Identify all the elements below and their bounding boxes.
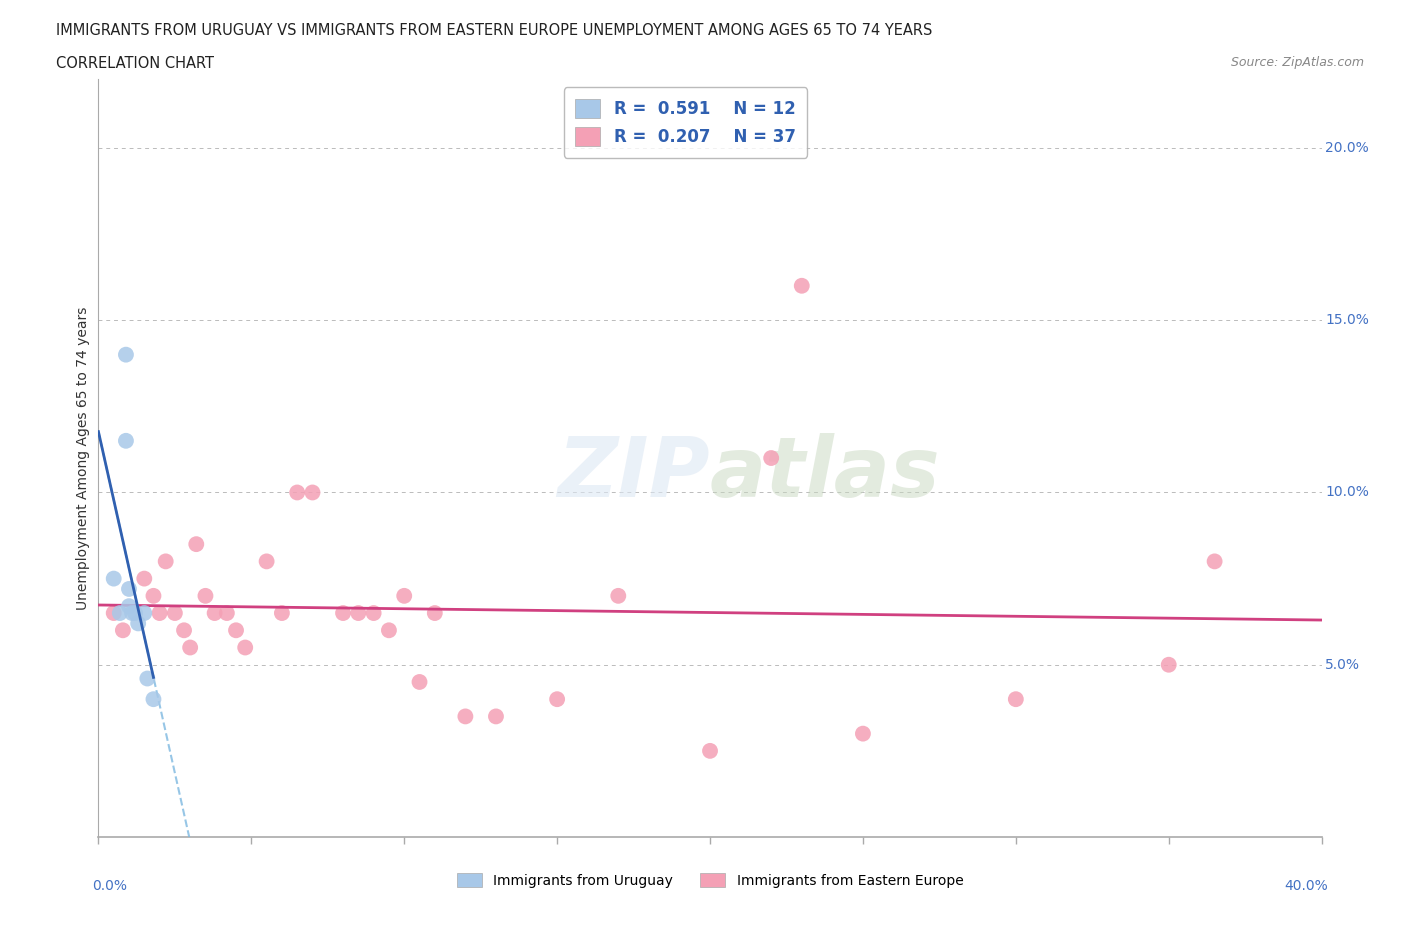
Legend: Immigrants from Uruguay, Immigrants from Eastern Europe: Immigrants from Uruguay, Immigrants from… <box>450 866 970 895</box>
Point <box>347 605 370 620</box>
Text: CORRELATION CHART: CORRELATION CHART <box>56 56 214 71</box>
Point <box>111 623 134 638</box>
Point <box>392 589 416 604</box>
Point <box>270 605 292 620</box>
Point <box>423 605 446 620</box>
Point <box>1004 692 1026 707</box>
Point <box>759 451 782 466</box>
Text: Source: ZipAtlas.com: Source: ZipAtlas.com <box>1230 56 1364 69</box>
Point <box>546 692 568 707</box>
Text: 10.0%: 10.0% <box>1326 485 1369 499</box>
Point <box>332 605 354 620</box>
Point <box>790 278 813 293</box>
Text: 15.0%: 15.0% <box>1326 313 1369 327</box>
Point <box>607 589 630 604</box>
Point <box>363 605 385 620</box>
Point <box>163 605 186 620</box>
Point <box>194 589 217 604</box>
Point <box>699 743 721 758</box>
Point <box>136 671 159 686</box>
Point <box>1157 658 1180 672</box>
Text: 5.0%: 5.0% <box>1326 658 1361 671</box>
Point <box>256 554 278 569</box>
Point <box>118 581 141 596</box>
Point <box>233 640 256 655</box>
Point <box>1204 554 1226 569</box>
Point <box>142 692 165 707</box>
Point <box>408 674 430 689</box>
Point <box>103 605 125 620</box>
Point <box>118 599 141 614</box>
Text: 40.0%: 40.0% <box>1284 879 1327 893</box>
Point <box>204 605 226 620</box>
Text: atlas: atlas <box>710 432 941 513</box>
Point <box>179 640 201 655</box>
Y-axis label: Unemployment Among Ages 65 to 74 years: Unemployment Among Ages 65 to 74 years <box>76 306 90 610</box>
Point <box>173 623 195 638</box>
Point <box>215 605 238 620</box>
Point <box>852 726 875 741</box>
Point <box>121 605 143 620</box>
Point <box>108 605 131 620</box>
Point <box>142 589 165 604</box>
Point <box>149 605 172 620</box>
Point <box>301 485 323 500</box>
Point <box>103 571 125 586</box>
Point <box>285 485 308 500</box>
Text: 20.0%: 20.0% <box>1326 141 1369 155</box>
Point <box>115 347 138 362</box>
Point <box>485 709 508 724</box>
Point <box>115 433 138 448</box>
Point <box>124 605 146 620</box>
Point <box>155 554 177 569</box>
Point <box>454 709 477 724</box>
Text: IMMIGRANTS FROM URUGUAY VS IMMIGRANTS FROM EASTERN EUROPE UNEMPLOYMENT AMONG AGE: IMMIGRANTS FROM URUGUAY VS IMMIGRANTS FR… <box>56 23 932 38</box>
Point <box>225 623 247 638</box>
Point <box>134 571 156 586</box>
Text: ZIP: ZIP <box>557 432 710 513</box>
Point <box>134 605 156 620</box>
Text: 0.0%: 0.0% <box>93 879 128 893</box>
Point <box>127 616 149 631</box>
Point <box>186 537 208 551</box>
Point <box>378 623 401 638</box>
